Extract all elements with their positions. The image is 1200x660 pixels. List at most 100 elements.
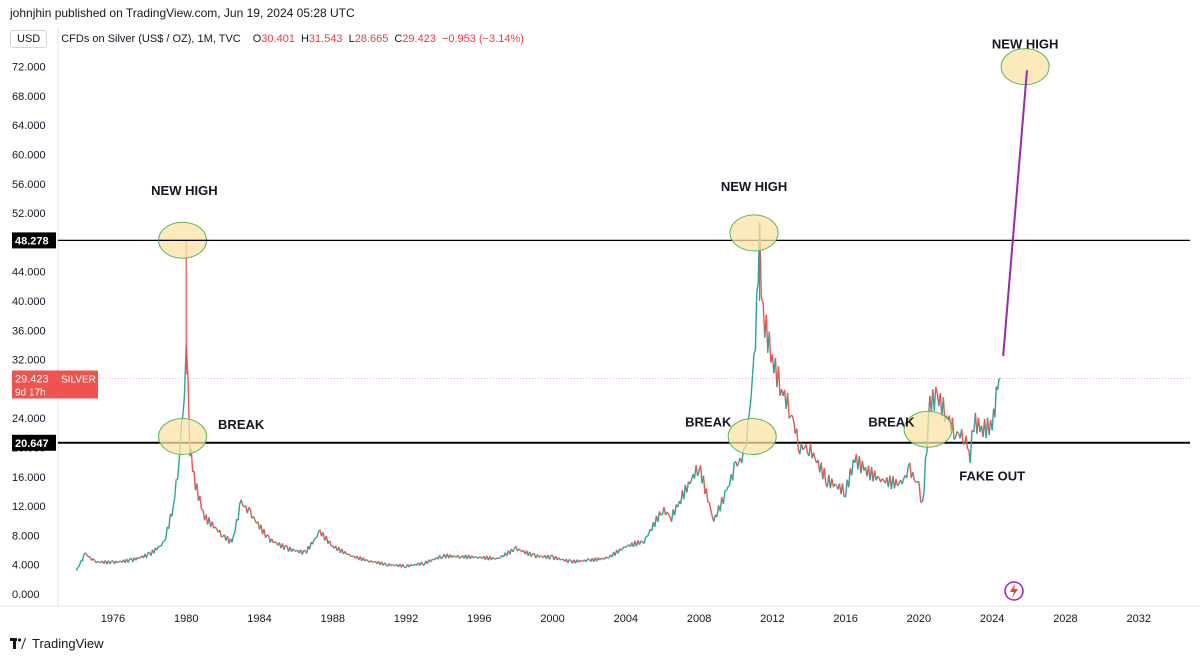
price-segment bbox=[111, 560, 114, 562]
price-segment bbox=[623, 545, 627, 549]
price-segment bbox=[660, 513, 663, 516]
ohlc-low-value: 28.665 bbox=[354, 33, 389, 45]
price-segment bbox=[710, 509, 713, 517]
price-segment bbox=[248, 506, 251, 510]
ohlc-high-label: H bbox=[300, 33, 309, 45]
price-segment bbox=[921, 491, 925, 502]
price-segment bbox=[325, 535, 329, 544]
price-segment bbox=[666, 511, 670, 516]
y-tick-label: 32.000 bbox=[12, 355, 46, 367]
price-segment bbox=[920, 500, 923, 504]
price-segment bbox=[263, 528, 267, 538]
price-segment bbox=[303, 549, 306, 552]
price-segment bbox=[994, 386, 997, 418]
x-tick-label: 2016 bbox=[833, 613, 857, 625]
price-segment bbox=[736, 461, 740, 467]
x-tick-label: 1980 bbox=[174, 613, 198, 625]
price-segment bbox=[663, 506, 667, 516]
price-segment bbox=[246, 507, 250, 514]
last-price-tag bbox=[12, 370, 98, 399]
price-segment bbox=[991, 408, 995, 431]
price-segment bbox=[725, 486, 729, 491]
price-segment bbox=[492, 556, 496, 560]
price-segment bbox=[420, 561, 424, 566]
brand-name: TradingView bbox=[32, 636, 104, 651]
price-segment bbox=[722, 490, 726, 504]
x-tick-label: 2008 bbox=[687, 613, 711, 625]
price-segment bbox=[168, 513, 172, 529]
price-segment bbox=[81, 554, 85, 562]
price-segment bbox=[402, 564, 406, 568]
price-segment bbox=[969, 430, 973, 464]
price-segment bbox=[667, 514, 671, 518]
price-segment bbox=[966, 448, 970, 451]
price-segment bbox=[724, 489, 727, 492]
price-segment bbox=[234, 519, 238, 532]
price-segment bbox=[620, 547, 624, 551]
price-segment bbox=[677, 501, 680, 508]
annotation-label: FAKE OUT bbox=[959, 468, 1025, 483]
price-segment bbox=[495, 557, 499, 560]
price-segment bbox=[760, 297, 764, 304]
projection-line bbox=[1002, 70, 1028, 357]
price-segment bbox=[231, 535, 235, 543]
price-segment bbox=[98, 561, 102, 564]
x-tick-label: 2000 bbox=[540, 613, 564, 625]
price-segment bbox=[78, 560, 82, 567]
currency-button[interactable]: USD bbox=[10, 30, 48, 48]
price-segment bbox=[809, 442, 813, 459]
price-segment bbox=[708, 502, 712, 511]
highlight-circle bbox=[1000, 48, 1050, 86]
price-segment bbox=[788, 415, 792, 419]
price-segment bbox=[654, 515, 658, 528]
x-tick-label: 2024 bbox=[980, 613, 1004, 625]
price-segment bbox=[308, 541, 312, 550]
price-segment bbox=[306, 545, 309, 554]
price-segment bbox=[390, 564, 393, 567]
price-segment bbox=[965, 435, 969, 449]
y-tick-label: 64.000 bbox=[12, 120, 46, 132]
price-segment bbox=[577, 559, 581, 563]
price-segment bbox=[805, 444, 809, 454]
symbol-title[interactable]: CFDs on Silver (US$ / OZ), 1M, TVC bbox=[61, 33, 241, 45]
price-segment bbox=[498, 556, 502, 560]
price-segment bbox=[673, 504, 677, 516]
price-segment bbox=[242, 504, 245, 508]
price-segment bbox=[137, 556, 140, 559]
tradingview-logo-icon bbox=[10, 637, 26, 649]
y-tick-label: 56.000 bbox=[12, 179, 46, 191]
price-segment bbox=[410, 563, 413, 567]
price-segment bbox=[786, 392, 790, 419]
price-segment bbox=[716, 505, 720, 518]
y-tick-label: 60.000 bbox=[12, 150, 46, 162]
y-tick-label: 52.000 bbox=[12, 208, 46, 220]
price-segment bbox=[313, 537, 316, 540]
price-segment bbox=[861, 461, 865, 471]
price-segment bbox=[873, 470, 877, 481]
price-segment bbox=[214, 526, 218, 530]
price-segment bbox=[393, 564, 396, 567]
price-segment bbox=[84, 552, 88, 556]
price-segment bbox=[530, 553, 534, 558]
price-segment bbox=[115, 560, 119, 564]
price-segment bbox=[171, 505, 175, 517]
price-segment bbox=[453, 555, 456, 557]
price-segment bbox=[918, 481, 922, 503]
price-segment bbox=[411, 564, 415, 567]
price-segment bbox=[812, 452, 816, 460]
price-segment bbox=[237, 504, 241, 521]
price-segment bbox=[912, 472, 916, 481]
price-segment bbox=[756, 283, 759, 292]
price-segment bbox=[193, 470, 197, 491]
price-segment bbox=[699, 465, 703, 484]
price-segment bbox=[851, 459, 854, 476]
chart-legend: USD CFDs on Silver (US$ / OZ), 1M, TVC O… bbox=[10, 30, 524, 48]
price-segment bbox=[640, 540, 644, 543]
price-segment bbox=[901, 478, 905, 485]
price-segment bbox=[906, 466, 909, 479]
price-segment bbox=[705, 488, 709, 503]
price-segment bbox=[156, 546, 160, 551]
price-segment bbox=[274, 541, 277, 544]
price-segment bbox=[440, 556, 444, 560]
